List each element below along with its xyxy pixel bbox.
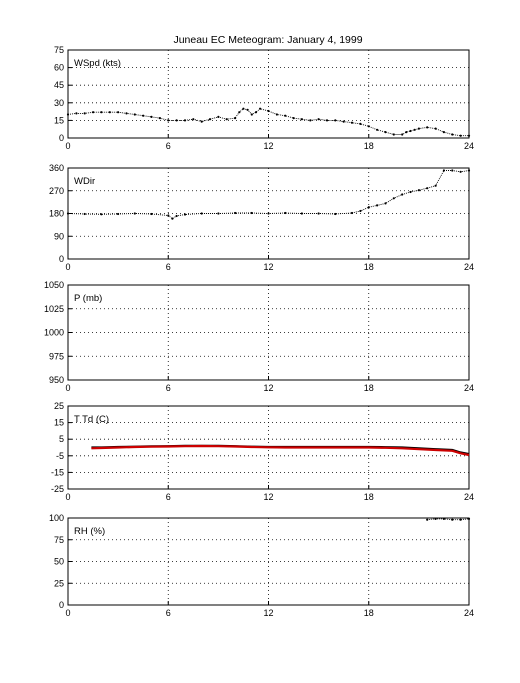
- rh-point: [467, 517, 471, 521]
- wspd-panel: 0 6 12 18 24 0 15 30 45 60 75 WSpd (kts): [54, 45, 474, 151]
- wdir-point: [467, 169, 471, 172]
- pressure-xtick-label: 12: [263, 383, 273, 393]
- pressure-label: P (mb): [74, 293, 102, 304]
- pressure-ytick-label: 975: [49, 351, 64, 361]
- temp-dewpoint-xtick-label: 24: [464, 492, 474, 502]
- wspd-xtick-label: 6: [166, 141, 171, 151]
- temp-dewpoint-xtick-label: 12: [263, 492, 273, 502]
- wspd-point: [100, 111, 103, 114]
- temp-dewpoint-xtick-label: 6: [166, 492, 171, 502]
- wdir-xtick-label: 12: [263, 262, 273, 272]
- wdir-point: [100, 213, 103, 216]
- rh-xtick-label: 0: [65, 608, 70, 618]
- rh-ytick-label: 0: [59, 600, 64, 610]
- temp-dewpoint-label: T Td (C): [74, 414, 109, 425]
- pressure-ytick-label: 950: [49, 375, 64, 385]
- wspd-point: [467, 134, 471, 137]
- wspd-point: [459, 134, 462, 137]
- wdir-ytick-label: 180: [49, 209, 64, 219]
- wspd-point: [359, 122, 362, 125]
- pressure-ytick-label: 1025: [44, 304, 64, 314]
- wdir-point: [250, 211, 253, 215]
- wspd-point: [142, 114, 145, 117]
- rh-ytick-label: 25: [54, 578, 64, 588]
- wdir-ytick-label: 90: [54, 231, 64, 241]
- wspd-point: [175, 119, 178, 122]
- wdir-xtick-label: 6: [166, 262, 171, 272]
- wdir-panel: 0 6 12 18 24 0 90 180 270 360 WDir: [49, 163, 474, 272]
- wdir-ytick-label: 0: [59, 254, 64, 264]
- wdir-label: WDir: [74, 176, 95, 187]
- wspd-ytick-label: 60: [54, 63, 64, 73]
- temp-dewpoint-ytick-label: 5: [59, 434, 64, 444]
- pressure-xtick-label: 6: [166, 383, 171, 393]
- wdir-ytick-label: 360: [49, 163, 64, 173]
- pressure-ytick-label: 1000: [44, 328, 64, 338]
- rh-ytick-label: 50: [54, 557, 64, 567]
- wspd-point: [92, 111, 95, 114]
- wdir-point: [150, 212, 153, 216]
- wdir-point: [442, 169, 445, 172]
- wspd-point: [108, 111, 111, 114]
- figure-title: Juneau EC Meteogram: January 4, 1999: [173, 34, 362, 46]
- wspd-label: WSpd (kts): [74, 58, 121, 69]
- wspd-ytick-label: 15: [54, 115, 64, 125]
- rh-xtick-label: 12: [263, 608, 273, 618]
- wdir-xtick-label: 18: [364, 262, 374, 272]
- temp-dewpoint-ytick-label: -25: [51, 484, 64, 494]
- wdir-point: [234, 211, 237, 215]
- wdir-point: [200, 212, 203, 215]
- rh-panel: 0 6 12 18 24 0 25 50 75 100 RH (%): [49, 513, 474, 618]
- rh-ytick-label: 100: [49, 513, 64, 523]
- temp-dewpoint-ytick-label: -5: [56, 451, 64, 461]
- wdir-series-0-trace: [67, 170, 470, 220]
- temp-dewpoint-series-1-line: [91, 444, 470, 457]
- rh-xtick-label: 6: [166, 608, 171, 618]
- wspd-xtick-label: 0: [65, 141, 70, 151]
- temp-dewpoint-panel: 0 6 12 18 24 -25 -15 -5 5 15 25 T Td (C): [51, 401, 474, 502]
- temp-dewpoint-ytick-label: 25: [54, 401, 64, 411]
- rh-label: RH (%): [74, 526, 105, 537]
- rh-point: [451, 518, 454, 521]
- temp-dewpoint-xtick-label: 18: [364, 492, 374, 502]
- pressure-panel: 0 6 12 18 24 950 975 1000 1025 1050 P (mb): [44, 280, 474, 393]
- wdir-point: [284, 211, 287, 215]
- temp-dewpoint-ytick-label: 15: [54, 418, 64, 428]
- wspd-point: [284, 114, 287, 117]
- wspd-point: [150, 115, 153, 118]
- wdir-point: [334, 212, 337, 216]
- wspd-point: [334, 119, 337, 122]
- wspd-series-0-trace: [67, 108, 469, 137]
- rh-ytick-label: 75: [54, 535, 64, 545]
- wspd-point: [325, 119, 329, 122]
- wspd-point: [133, 113, 136, 116]
- wspd-ytick-label: 0: [59, 133, 64, 143]
- wspd-point: [292, 117, 295, 120]
- pressure-xtick-label: 24: [464, 383, 474, 393]
- pressure-ytick-label: 1050: [44, 280, 64, 290]
- wdir-xtick-label: 0: [65, 262, 70, 272]
- wspd-ytick-label: 45: [54, 80, 64, 90]
- temp-dewpoint-ytick-label: -15: [51, 467, 64, 477]
- wspd-xtick-label: 18: [364, 141, 374, 151]
- wspd-point: [183, 119, 187, 122]
- wdir-ytick-label: 270: [49, 186, 64, 196]
- rh-series-0-trace: [427, 518, 470, 521]
- rh-point: [459, 518, 462, 521]
- wspd-ytick-label: 75: [54, 45, 64, 55]
- rh-xtick-label: 24: [464, 608, 474, 618]
- pressure-xtick-label: 0: [65, 383, 70, 393]
- wspd-xtick-label: 24: [464, 141, 474, 151]
- pressure-xtick-label: 18: [364, 383, 374, 393]
- rh-xtick-label: 18: [364, 608, 374, 618]
- rh-point: [426, 518, 429, 521]
- wdir-point: [300, 212, 303, 215]
- temp-dewpoint-xtick-label: 0: [65, 492, 70, 502]
- wspd-point: [317, 118, 320, 121]
- wspd-ytick-label: 30: [54, 98, 64, 108]
- wspd-xtick-label: 12: [263, 141, 273, 151]
- wdir-xtick-label: 24: [464, 262, 474, 272]
